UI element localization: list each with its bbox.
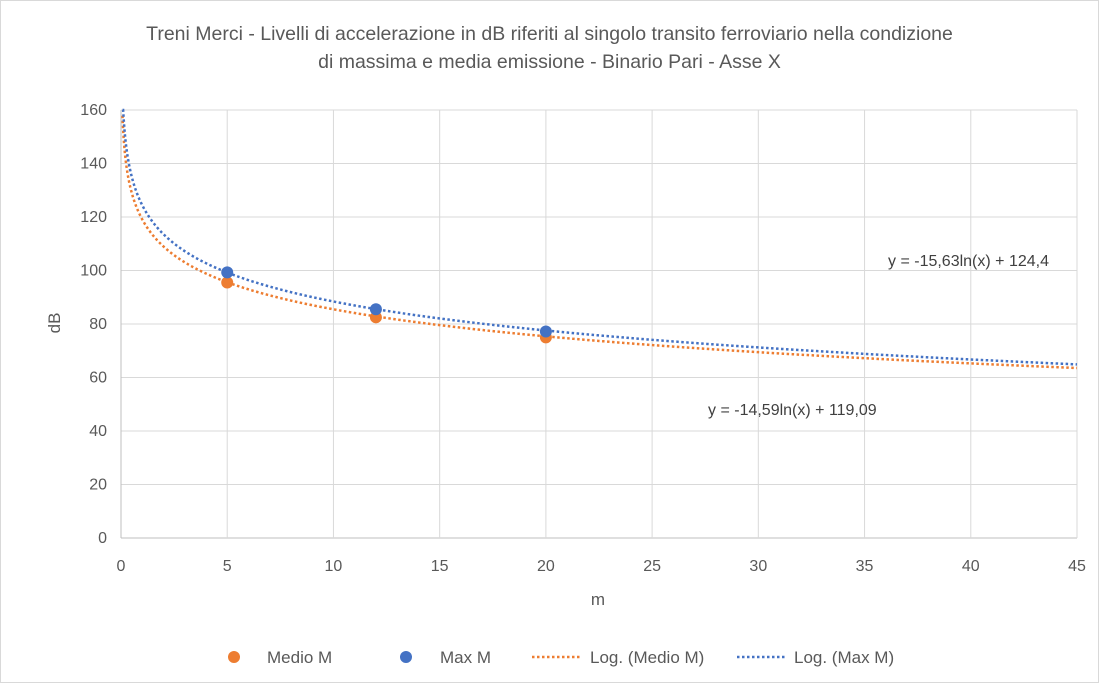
x-tick-label: 15: [431, 558, 449, 575]
legend-marker-medio-m: [228, 651, 240, 663]
y-tick-label: 100: [80, 263, 107, 280]
x-tick-label: 40: [962, 558, 980, 575]
y-tick-label: 60: [89, 370, 107, 387]
chart-title-line-1: Treni Merci - Livelli di accelerazione i…: [146, 23, 953, 45]
y-tick-label: 140: [80, 156, 107, 173]
trendlines: [121, 108, 1078, 370]
legend: Medio M Max M Log. (Medio M) Log. (Max M…: [228, 648, 894, 667]
equation-max-m: y = -15,63ln(x) + 124,4: [888, 253, 1049, 270]
trendline-log-medio-m: [121, 115, 1078, 370]
x-tick-label: 0: [117, 558, 126, 575]
point-max-m: [221, 266, 234, 279]
chart-title-line-2: di massima e media emissione - Binario P…: [318, 51, 781, 73]
legend-marker-max-m: [400, 651, 412, 663]
legend-label-log-max-m: Log. (Max M): [794, 648, 894, 667]
y-axis-tick-labels: 0 20 40 60 80 100 120 140 160: [80, 102, 107, 547]
data-points: [221, 266, 552, 344]
x-axis-tick-labels: 0 5 10 15 20 25 30 35 40 45: [117, 558, 1086, 575]
point-medio-m: [221, 276, 234, 289]
equation-medio-m: y = -14,59ln(x) + 119,09: [708, 402, 877, 419]
trendline-log-max-m: [121, 108, 1078, 366]
y-axis-title: dB: [45, 313, 64, 334]
legend-label-log-medio-m: Log. (Medio M): [590, 648, 704, 667]
point-max-m: [539, 325, 552, 338]
x-tick-label: 5: [223, 558, 232, 575]
x-tick-label: 20: [537, 558, 555, 575]
point-max-m: [369, 303, 382, 316]
gridlines: [120, 109, 1078, 539]
y-tick-label: 80: [89, 316, 107, 333]
y-tick-label: 0: [98, 530, 107, 547]
x-tick-label: 35: [856, 558, 874, 575]
x-tick-label: 10: [325, 558, 343, 575]
x-tick-label: 45: [1068, 558, 1086, 575]
y-tick-label: 20: [89, 477, 107, 494]
x-tick-label: 30: [749, 558, 767, 575]
legend-label-medio-m: Medio M: [267, 648, 332, 667]
legend-label-max-m: Max M: [440, 648, 491, 667]
x-axis-title: m: [591, 590, 605, 609]
y-tick-label: 160: [80, 102, 107, 119]
x-tick-label: 25: [643, 558, 661, 575]
y-tick-label: 120: [80, 209, 107, 226]
chart-title: Treni Merci - Livelli di accelerazione i…: [0, 20, 1099, 76]
y-tick-label: 40: [89, 423, 107, 440]
